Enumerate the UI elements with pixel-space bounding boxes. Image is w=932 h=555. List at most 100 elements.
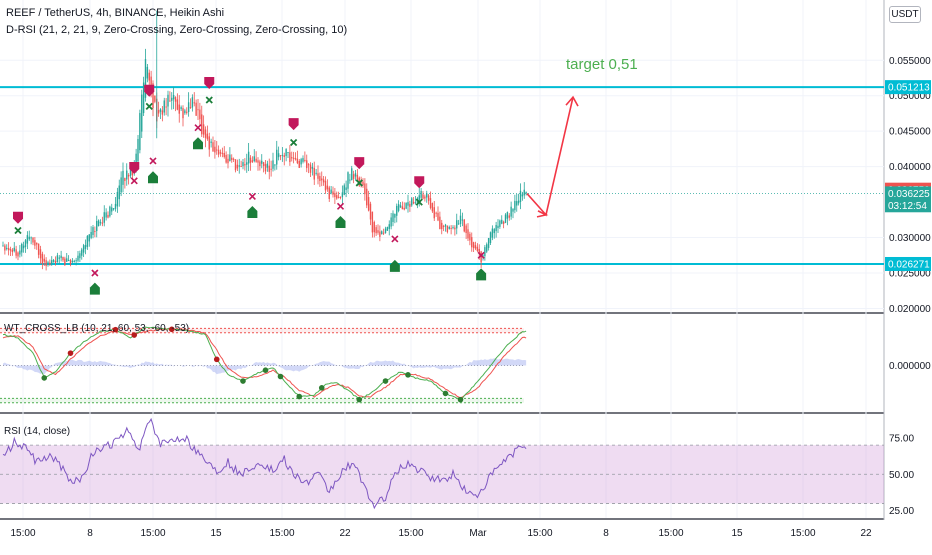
cross-signal-marker: [145, 102, 153, 111]
candle-body: [289, 152, 291, 163]
wt-cross-dot: [457, 396, 464, 403]
price-axis-tick: 0.040000: [889, 162, 931, 173]
time-axis-tick: 15:00: [398, 528, 423, 539]
candle-body: [144, 59, 147, 98]
cross-signal-marker: [194, 124, 202, 132]
candle-body: [204, 129, 207, 138]
candle-body: [101, 222, 104, 224]
candle-body: [126, 170, 128, 180]
candle-body: [86, 235, 89, 247]
candle-body: [43, 258, 45, 262]
candle-body: [2, 245, 4, 247]
time-axis-tick: 15: [731, 528, 743, 539]
candle-body: [397, 204, 400, 211]
wt-cross-dot: [41, 375, 48, 381]
candle-body: [4, 245, 6, 251]
candle-body: [292, 157, 295, 159]
time-axis-tick: 8: [87, 528, 93, 539]
candle-body: [202, 124, 205, 135]
price-axis-tick: 0.020000: [889, 304, 931, 315]
candle-body: [463, 219, 465, 232]
symbol-title: REEF / TetherUS, 4h, BINANCE, Heikin Ash…: [6, 7, 225, 19]
candle-body: [120, 177, 122, 193]
candle-body: [347, 172, 349, 189]
candle-body: [491, 228, 494, 238]
candle-body: [219, 152, 222, 154]
candle-body: [304, 159, 306, 161]
time-axis-tick: 22: [860, 528, 872, 539]
candle-body: [231, 157, 233, 160]
candle-body: [326, 185, 329, 190]
candle-body: [52, 260, 55, 262]
candle-body: [336, 195, 338, 199]
candle-body: [6, 247, 8, 249]
wt-level-band: [0, 398, 524, 403]
candle-body: [369, 203, 372, 220]
candle-body: [17, 252, 19, 257]
candle-body: [26, 235, 29, 244]
candle-body: [277, 153, 280, 158]
candle-body: [22, 245, 25, 249]
candle-body: [495, 225, 497, 232]
candle-body: [212, 142, 214, 152]
candle-body: [382, 232, 385, 234]
candle-body: [367, 197, 370, 211]
candle-body: [97, 220, 100, 227]
candle-body: [165, 106, 167, 108]
candle-body: [79, 253, 81, 259]
candle-body: [345, 187, 347, 191]
candle-body: [343, 185, 345, 195]
time-axis-tick: 15: [210, 528, 222, 539]
target-annotation: target 0,51: [566, 56, 638, 73]
time-axis-tick: 15:00: [140, 528, 165, 539]
candle-body: [90, 232, 92, 238]
candle-body: [58, 257, 60, 259]
candle-body: [521, 194, 524, 197]
candle-body: [411, 198, 413, 206]
candle-body: [437, 212, 439, 221]
candle-body: [356, 174, 359, 181]
candle-body: [19, 250, 21, 255]
wt-histogram-area: [3, 358, 527, 375]
time-axis-tick: 15:00: [269, 528, 294, 539]
price-label-text: 0.051213: [888, 83, 930, 94]
indicator-title: D-RSI (21, 2, 21, 9, Zero-Crossing, Zero…: [6, 24, 348, 36]
candle-body: [381, 231, 383, 235]
wt-cross-dot: [318, 385, 325, 391]
buy-signal-marker: [89, 282, 100, 295]
candle-body: [461, 219, 464, 221]
candle-body: [257, 160, 259, 163]
candle-body: [77, 255, 79, 261]
candle-body: [317, 173, 319, 179]
candle-body: [152, 83, 154, 109]
candle-body: [148, 72, 150, 81]
cross-signal-marker: [336, 202, 345, 210]
candle-body: [154, 95, 156, 102]
candle-body: [409, 203, 411, 207]
candle-body: [238, 165, 240, 167]
candle-body: [240, 165, 242, 167]
candle-body: [249, 157, 252, 163]
candle-body: [174, 97, 177, 102]
price-label-box: [885, 198, 931, 213]
candle-body: [300, 159, 302, 165]
candle-body: [354, 173, 357, 177]
candle-body: [127, 175, 130, 177]
target-arrow-elbow: [536, 210, 549, 218]
candle-body: [150, 76, 152, 90]
candle-body: [366, 188, 368, 206]
buy-signal-marker: [476, 268, 487, 281]
candle-body: [392, 213, 394, 223]
candle-body: [433, 207, 435, 219]
candle-body: [274, 164, 276, 166]
candle-body: [276, 149, 278, 165]
candle-body: [259, 161, 261, 167]
candle-body: [457, 223, 460, 225]
rsi-band: [0, 445, 884, 504]
currency-badge[interactable]: USDT: [889, 6, 921, 23]
cross-signal-marker: [91, 269, 99, 277]
buy-signal-marker: [148, 171, 158, 184]
candle-body: [242, 162, 244, 167]
candle-body: [371, 211, 374, 233]
